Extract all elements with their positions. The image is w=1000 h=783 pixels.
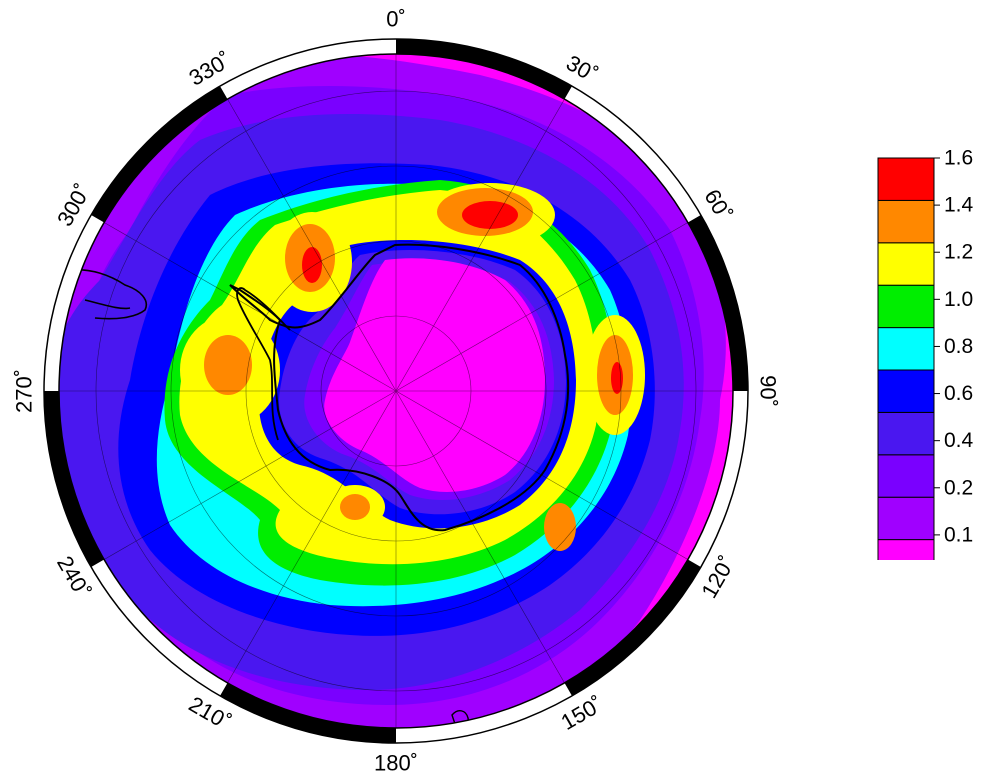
- meridian-line: [227, 98, 397, 392]
- south-america-coastline: [69, 268, 147, 320]
- colorbar-box: [877, 496, 935, 541]
- latitude-circle: [170, 165, 622, 617]
- longitude-label: 30˚: [562, 50, 602, 88]
- longitude-label: 180˚: [374, 751, 418, 776]
- colorbar-label: 1.4: [944, 194, 974, 217]
- colorbar-box: [877, 199, 935, 244]
- meridian-line: [103, 390, 397, 560]
- colorbar-box: [877, 327, 935, 371]
- frame-segment-black: [44, 391, 105, 567]
- frame-segment-black: [564, 559, 701, 696]
- colorbar-box: [877, 539, 935, 560]
- latitude-circle: [320, 315, 472, 467]
- longitude-label: 270˚: [12, 369, 37, 413]
- maximum-west: [180, 315, 280, 425]
- longitude-label: 0˚: [386, 7, 406, 32]
- maximum-north: [425, 183, 555, 247]
- meridian-line: [395, 98, 565, 392]
- maximum-east: [585, 315, 645, 435]
- antarctic-peninsula-coastline: [236, 287, 291, 441]
- graticule: [59, 54, 733, 728]
- maximum-southeast: [544, 503, 576, 551]
- colorbar-box: [877, 454, 935, 498]
- colorbar-label: 1.0: [944, 288, 973, 311]
- frame-segment-black: [687, 215, 748, 391]
- colorbar-label: 1.2: [944, 241, 973, 264]
- frame-segment-black: [220, 682, 396, 743]
- colorbar-labels: 0.00.10.20.40.60.81.01.21.41.6: [934, 147, 974, 546]
- meridian-line: [395, 390, 565, 684]
- meridian-line: [227, 390, 397, 684]
- frame-ticks: [44, 39, 748, 743]
- frame-segment-black: [396, 39, 572, 100]
- latitude-circle: [245, 240, 547, 542]
- meridian-line: [395, 222, 689, 392]
- meridian-line: [395, 390, 689, 560]
- colorbar-box: [877, 369, 935, 413]
- frame-segment-black: [91, 86, 228, 223]
- colorbar-box: [877, 284, 935, 329]
- maximum-south: [325, 485, 385, 529]
- longitude-label: 300˚: [52, 180, 96, 231]
- colorbar-boxes: [877, 157, 935, 560]
- colorbar-box: [877, 242, 935, 286]
- colorbar-label: 0.1: [944, 523, 973, 546]
- colorbar-label: 0.6: [944, 382, 973, 405]
- colorbar: 0.00.10.20.40.60.81.01.21.41.6: [877, 147, 974, 560]
- latitude-circle: [95, 90, 697, 692]
- maximum-northwest: [272, 212, 352, 312]
- contour-inner-magenta: [324, 258, 545, 492]
- meridian-line: [103, 222, 397, 392]
- longitude-label: 60˚: [699, 185, 737, 225]
- colorbar-label: 1.6: [944, 147, 973, 170]
- colorbar-label: 0.8: [944, 335, 973, 358]
- longitude-label: 330˚: [185, 47, 236, 91]
- antarctica-coastline: [229, 243, 570, 532]
- colorbar-label: 0.4: [944, 429, 974, 452]
- colorbar-box: [877, 157, 935, 201]
- colorbar-box: [877, 411, 935, 456]
- longitude-label: 120˚: [696, 552, 740, 603]
- map-disc: [59, 54, 733, 728]
- colorbar-label: 0.2: [944, 476, 973, 499]
- polar-contour-map: 0˚30˚60˚90˚120˚150˚180˚210˚240˚270˚300˚3…: [12, 7, 781, 776]
- longitude-label: 90˚: [756, 375, 781, 407]
- longitude-label: 150˚: [557, 691, 608, 735]
